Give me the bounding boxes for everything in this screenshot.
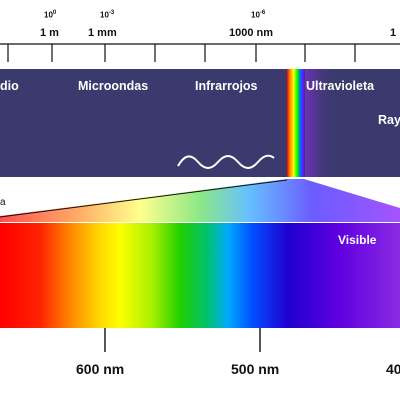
uv-glow (305, 69, 335, 177)
band-label-microwave: Microondas (78, 79, 149, 93)
nm-label-500: 500 nm (231, 361, 280, 377)
band-label-infrared: Infrarrojos (195, 79, 258, 93)
length-label-1m: 1 m (40, 27, 59, 39)
visible-spectrum-bar (0, 223, 400, 328)
band-label-ultraviolet: Ultravioleta (306, 79, 375, 93)
band-label-xray: Ray (378, 113, 400, 127)
nm-label-400-cut: 40 (386, 361, 400, 377)
band-gap (0, 177, 400, 181)
infrared-wave-icon (177, 154, 275, 169)
exponent-1e-3: 10-3 (100, 10, 115, 20)
fan-edge-line (0, 179, 288, 218)
length-label-1000nm: 1000 nm (229, 27, 274, 39)
exponent-1e-6: 10-6 (251, 10, 266, 20)
visible-label: Visible (338, 233, 377, 247)
exponent-1e0: 100 (44, 10, 57, 20)
edge-letter: a (0, 197, 6, 208)
narrow-visible-strip (287, 69, 304, 177)
band-label-radio: dio (0, 79, 19, 93)
spectrum-fan (0, 179, 400, 222)
nm-label-600: 600 nm (76, 361, 125, 377)
length-label-1mm: 1 mm (88, 27, 117, 39)
length-label-cut: 1 (390, 27, 397, 39)
